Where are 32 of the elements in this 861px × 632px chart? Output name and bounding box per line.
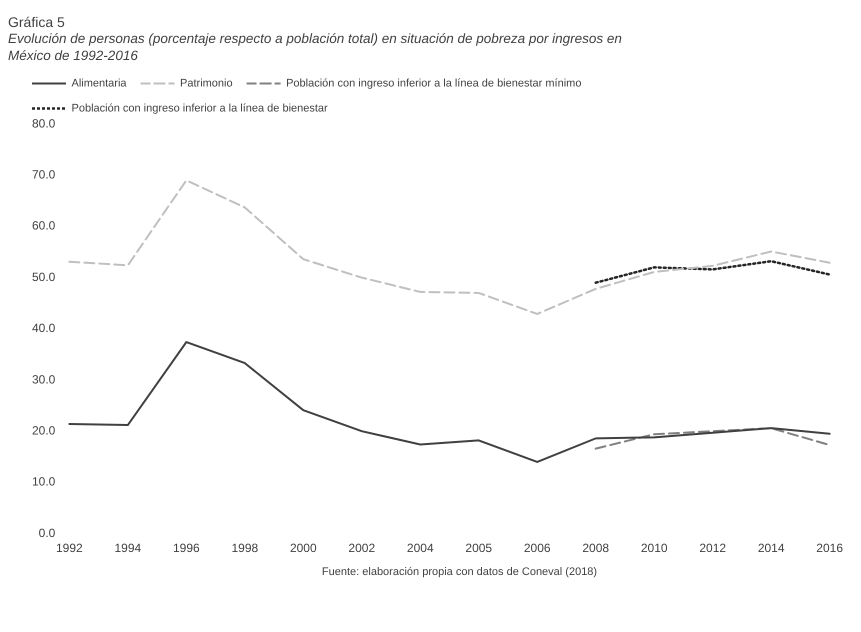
x-tick-label: 1998 bbox=[231, 541, 258, 556]
x-tick-label: 2006 bbox=[524, 541, 551, 556]
y-tick-label: 50.0 bbox=[32, 270, 56, 284]
legend-label: Población con ingreso inferior a la línea de bienestar bbox=[72, 102, 328, 115]
x-tick-label: 2012 bbox=[699, 541, 726, 556]
x-tick-label: 1992 bbox=[56, 541, 84, 556]
y-tick-label: 20.0 bbox=[32, 424, 56, 438]
x-tick-label: 2008 bbox=[582, 541, 610, 556]
x-tick-label: 2014 bbox=[758, 541, 785, 556]
x-tick-label: 2002 bbox=[348, 541, 376, 556]
x-tick-label: 2004 bbox=[406, 541, 434, 556]
line-series bbox=[68, 179, 831, 315]
y-tick-label: 70.0 bbox=[32, 168, 56, 182]
legend-label: Población con ingreso inferior a la línea de bienestar mínimo bbox=[286, 78, 582, 90]
x-tick-label: 2010 bbox=[640, 541, 668, 556]
y-tick-label: 30.0 bbox=[32, 372, 56, 386]
y-tick-label: 40.0 bbox=[32, 321, 56, 336]
y-tick-label: 80.0 bbox=[32, 116, 56, 130]
chart-subtitle: Evolución de personas (porcentaje respecto a población total) en situación de pobreza por ingresos en México de 1992-2016 bbox=[8, 30, 623, 64]
x-tick-label: 2005 bbox=[465, 541, 492, 556]
x-tick-label: 1994 bbox=[114, 541, 142, 556]
chart-title: Gráfica 5 bbox=[8, 14, 66, 30]
line-series bbox=[594, 260, 831, 284]
legend-label: Patrimonio bbox=[180, 78, 233, 90]
legend-label: Alimentaria bbox=[72, 78, 128, 90]
x-tick-label: 1996 bbox=[172, 541, 200, 556]
x-tick-label: 2000 bbox=[290, 541, 317, 556]
x-tick-label: 2016 bbox=[816, 541, 844, 556]
y-tick-label: 10.0 bbox=[32, 474, 56, 489]
source-note: Fuente: elaboración propia con datos de Coneval (2018) bbox=[320, 566, 598, 578]
y-tick-label: 0.0 bbox=[38, 526, 56, 540]
y-tick-label: 60.0 bbox=[32, 218, 56, 233]
